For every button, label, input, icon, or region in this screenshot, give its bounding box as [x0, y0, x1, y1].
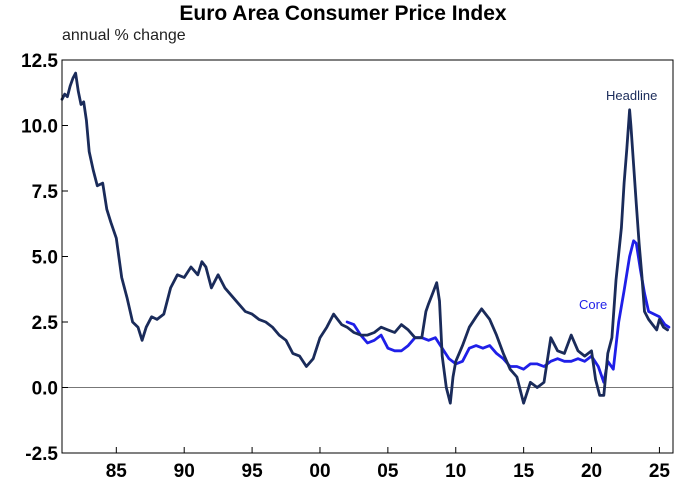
y-tick-label: 12.5	[21, 51, 58, 72]
x-tick-label: 15	[513, 461, 535, 482]
x-tick-label: 95	[242, 461, 264, 482]
y-tick-label: 0.0	[32, 379, 58, 400]
x-tick-label: 25	[649, 461, 671, 482]
y-tick-label: 5.0	[32, 248, 58, 269]
series-label-headline: Headline	[606, 88, 657, 103]
y-tick-label: 10.0	[21, 117, 58, 138]
series-line-headline	[60, 71, 669, 405]
x-tick-label: 85	[106, 461, 128, 482]
y-tick-label: 2.5	[32, 313, 59, 334]
chart-title: Euro Area Consumer Price Index	[179, 2, 506, 25]
series-line-core	[345, 239, 671, 384]
x-tick-label: 20	[581, 461, 602, 482]
series-lines	[60, 71, 671, 405]
series-label-core: Core	[579, 297, 607, 312]
x-tick-label: 00	[309, 461, 330, 482]
y-axis: 12.5 10.0 7.5 5.0 2.5 0.0 -2.5	[21, 51, 68, 465]
x-tick-label: 05	[377, 461, 399, 482]
plot-frame	[61, 59, 674, 454]
y-tick-label: -2.5	[25, 444, 58, 465]
x-tick-label: 90	[174, 461, 195, 482]
y-axis-label: annual % change	[62, 27, 186, 44]
x-tick-label: 10	[445, 461, 466, 482]
x-axis: 85 90 95 00 05 10 15 20 25	[106, 447, 671, 482]
y-tick-label: 7.5	[32, 182, 59, 203]
